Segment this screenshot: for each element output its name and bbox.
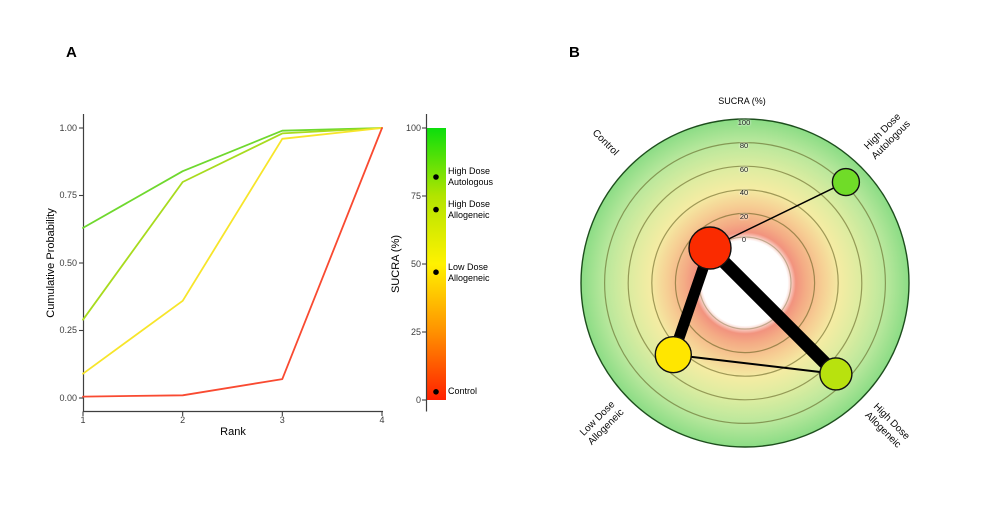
b-ring-label: 20	[739, 212, 749, 221]
sucra-ring	[674, 212, 816, 354]
network-edge	[705, 243, 841, 379]
a-y-tick-label: 0.25	[59, 325, 77, 335]
colorbar-title: SUCRA (%)	[390, 234, 402, 294]
a-x-axis-title: Rank	[220, 426, 246, 438]
a-y-tick-label: 1.00	[59, 122, 77, 133]
network-node	[654, 336, 692, 374]
a-y-axis-title: Cumulative Probability	[45, 208, 57, 318]
legend-entry: High Dose Autologous	[448, 166, 494, 187]
sucra-ring	[651, 189, 839, 377]
network-node	[688, 226, 732, 270]
sucra-ring	[627, 165, 863, 401]
panel-a-letter: A	[66, 44, 77, 61]
a-x-tick-label: 3	[279, 415, 285, 425]
network-edge	[709, 181, 847, 249]
network-node	[819, 357, 853, 391]
colorbar-gradient	[427, 128, 446, 400]
b-ring-label: 40	[739, 188, 749, 197]
panel-b-letter: B	[569, 44, 580, 61]
a-y-tick-label: 0.50	[59, 257, 77, 268]
cumulative-line	[82, 127, 383, 229]
legend-entry: Control	[448, 386, 478, 396]
colorbar-tick-label: 100	[405, 122, 421, 133]
a-y-tick-label: 0.75	[59, 190, 77, 200]
panel-b-plot	[580, 118, 910, 448]
sucra-ring	[603, 142, 886, 424]
cumulative-line	[82, 127, 383, 375]
b-ring-label: 80	[739, 141, 749, 150]
colorbar-marker	[433, 206, 439, 213]
colorbar-tick-label: 25	[410, 326, 421, 337]
colorbar-marker	[433, 269, 439, 276]
b-plot-title: SUCRA (%)	[718, 96, 766, 106]
colorbar-marker	[433, 174, 439, 180]
colorbar-tick-label: 75	[410, 190, 421, 201]
a-x-tick-label: 1	[80, 415, 86, 425]
colorbar-tick-label: 0	[415, 394, 421, 405]
legend-entry: High Dose Allogeneic	[448, 199, 491, 220]
a-y-tick-label: 0.00	[59, 392, 77, 403]
a-x-tick-label: 4	[379, 415, 385, 425]
panel-a-plot	[79, 114, 446, 416]
network-node	[831, 167, 861, 197]
b-ring-label: 100	[737, 118, 751, 127]
cumulative-line	[82, 127, 383, 321]
a-x-tick-label: 2	[180, 415, 186, 425]
cumulative-line	[82, 127, 383, 398]
colorbar-tick-label: 50	[410, 258, 421, 269]
b-ring-label: 0	[741, 235, 747, 244]
network-edge	[673, 353, 837, 375]
colorbar-marker	[433, 389, 439, 395]
b-ring-label: 60	[739, 165, 749, 174]
legend-entry: Low Dose Allogeneic	[448, 262, 490, 283]
